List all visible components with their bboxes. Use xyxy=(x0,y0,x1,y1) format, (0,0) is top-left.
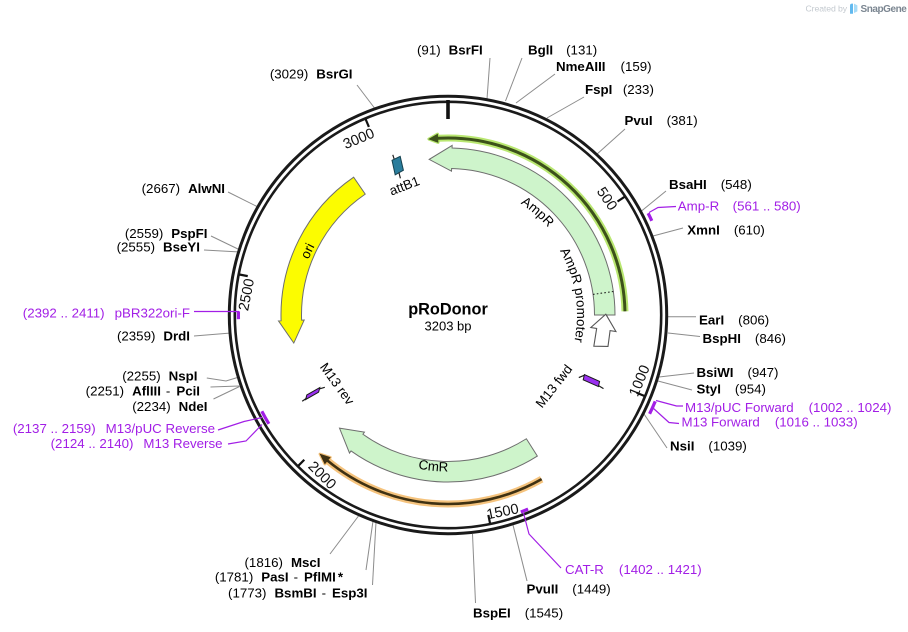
svg-text:StyI(954): StyI (954) xyxy=(697,382,766,397)
svg-text:BsaHI(548): BsaHI (548) xyxy=(669,177,752,192)
svg-text:(1773)BsmBI-Esp3I: (1773) BsmBI - Esp3I xyxy=(228,586,367,601)
svg-text:BsiWI(947): BsiWI (947) xyxy=(697,365,779,380)
svg-text:M13/pUC Forward(1002 .. 1024): M13/pUC Forward (1002 .. 1024) xyxy=(685,400,891,415)
svg-text:CmR: CmR xyxy=(418,457,449,475)
svg-text:(2559)PspFI: (2559) PspFI xyxy=(125,226,208,241)
svg-text:M13 Forward(1016 .. 1033): M13 Forward (1016 .. 1033) xyxy=(682,415,858,430)
svg-text:(1816)MscI: (1816) MscI xyxy=(245,555,321,570)
svg-text:Amp-R(561 .. 580): Amp-R (561 .. 580) xyxy=(678,199,801,214)
svg-text:BglI(131): BglI (131) xyxy=(528,43,597,58)
svg-text:(2251)AflIII-PciI: (2251) AflIII - PciI xyxy=(86,384,200,399)
svg-text:(2555)BseYI: (2555) BseYI xyxy=(117,240,200,255)
svg-text:SnapGene: SnapGene xyxy=(861,4,908,15)
svg-text:BspEI(1545): BspEI (1545) xyxy=(473,606,563,621)
svg-text:(2137 .. 2159)M13/pUC Reverse: (2137 .. 2159) M13/pUC Reverse xyxy=(13,421,215,436)
svg-text:CAT-R(1402 .. 1421): CAT-R (1402 .. 1421) xyxy=(565,562,702,577)
svg-text:EarI(806): EarI (806) xyxy=(699,313,769,328)
svg-text:BspHI(846): BspHI (846) xyxy=(703,331,786,346)
svg-text:pRoDonor: pRoDonor xyxy=(408,301,488,319)
svg-text:NmeAIII(159): NmeAIII (159) xyxy=(556,59,652,74)
svg-text:NsiI(1039): NsiI (1039) xyxy=(670,439,747,454)
svg-text:FspI(233): FspI (233) xyxy=(585,82,654,97)
svg-text:Created by: Created by xyxy=(806,4,848,14)
svg-text:(2124 .. 2140)M13 Reverse: (2124 .. 2140) M13 Reverse xyxy=(51,436,223,451)
svg-text:ori: ori xyxy=(298,241,318,261)
svg-text:PvuI(381): PvuI (381) xyxy=(625,113,698,128)
svg-text:(2234)NdeI: (2234) NdeI xyxy=(132,399,207,414)
svg-text:(3029)BsrGI: (3029) BsrGI xyxy=(270,67,353,82)
svg-text:(2667)AlwNI: (2667) AlwNI xyxy=(142,181,225,196)
svg-text:(2255)NspI: (2255) NspI xyxy=(122,369,197,384)
svg-text:(91)BsrFI: (91) BsrFI xyxy=(417,43,483,58)
svg-text:(1781)PasI-PflMI*: (1781) PasI - PflMI * xyxy=(215,570,344,585)
svg-text:(2359)DrdI: (2359) DrdI xyxy=(117,329,190,344)
svg-text:PvuII(1449): PvuII (1449) xyxy=(527,582,611,597)
svg-text:XmnI(610): XmnI (610) xyxy=(687,223,765,238)
svg-text:(2392 .. 2411)pBR322ori-F: (2392 .. 2411) pBR322ori-F xyxy=(23,305,190,320)
svg-text:1500: 1500 xyxy=(485,501,520,523)
svg-text:3203 bp: 3203 bp xyxy=(425,319,472,334)
svg-text:2500: 2500 xyxy=(236,277,258,312)
